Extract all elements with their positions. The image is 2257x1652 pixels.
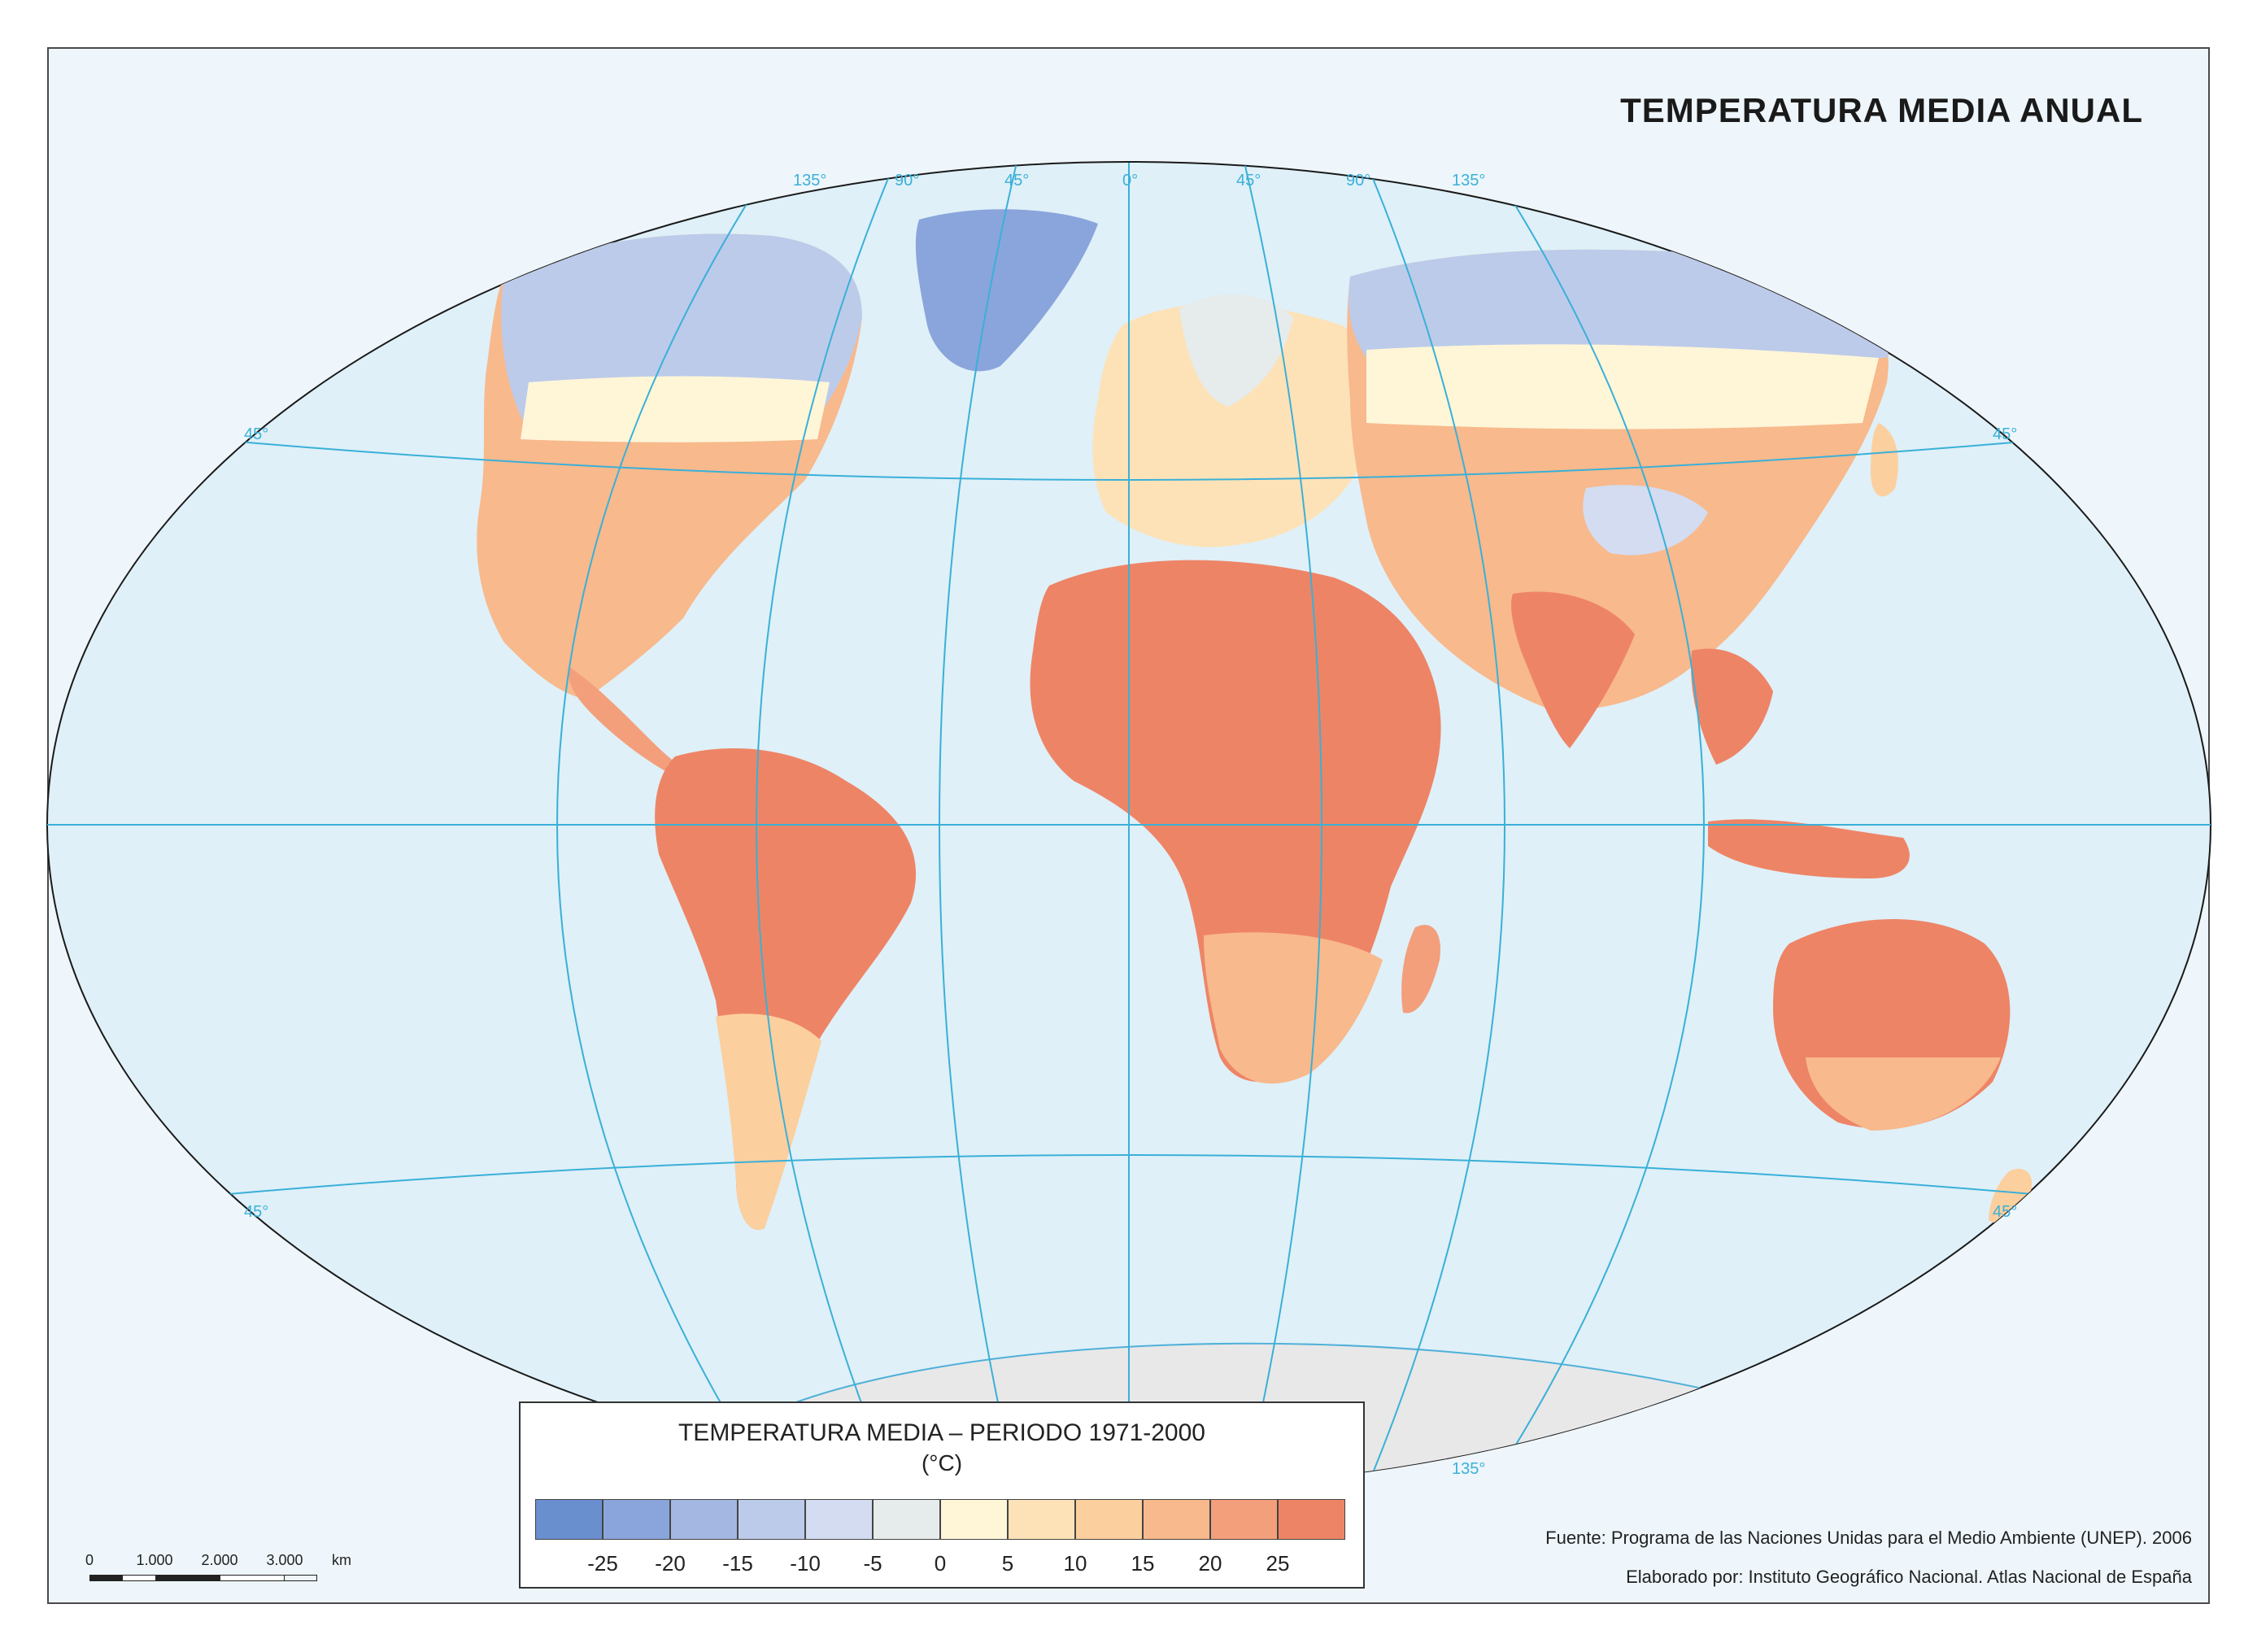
scale-label: 1.000 [136,1552,173,1568]
central-america [569,667,691,781]
scale-line [89,1575,317,1581]
scale-label: 0 [85,1552,94,1568]
lat-label: 45° [244,1203,268,1221]
lon-label-bottom: 135° [1452,1460,1485,1478]
legend-swatch [1210,1499,1278,1540]
legend-swatch [1278,1499,1345,1540]
continent-south-america [655,748,917,1230]
greenland [915,209,1098,372]
graticule-labels: 135° 90° 45° 0° 45° 90° 135° 45° 45° 45°… [244,172,2017,1478]
scale-label: 2.000 [201,1552,238,1568]
south-america-south [716,1013,821,1230]
map-title: TEMPERATURA MEDIA ANUAL [1620,91,2143,129]
temperature-legend: TEMPERATURA MEDIA – PERIODO 1971-2000 (°… [519,1401,1365,1589]
legend-unit: (°C) [921,1450,963,1475]
siberia-cold [1349,249,1889,358]
scandinavia [1179,294,1293,407]
legend-tick-label: -5 [863,1551,882,1576]
scale-unit: km [332,1552,351,1568]
legend-swatch [1075,1499,1143,1540]
indonesia [1708,819,1910,878]
lon-label: 135° [1452,172,1485,190]
legend-swatch [603,1499,670,1540]
legend-swatch [535,1499,603,1540]
legend-tick-label: -10 [790,1551,821,1576]
scale-label: 3.000 [266,1552,303,1568]
legend-tick-label: 5 [1001,1551,1014,1576]
japan [1871,423,1898,497]
australia-south [1806,1057,2001,1131]
lat-label: 45° [1993,425,2017,443]
legend-swatch [670,1499,738,1540]
legend-tick-label: 15 [1131,1551,1155,1576]
lon-label: 0° [1122,172,1138,190]
lon-label: 135° [793,172,826,190]
lon-label: 90° [1346,172,1370,190]
lon-label: 45° [1236,172,1261,190]
southeast-asia [1691,648,1773,765]
legend-tick-label: -15 [722,1551,753,1576]
legend-title: TEMPERATURA MEDIA – PERIODO 1971-2000 [678,1419,1205,1446]
legend-swatch [738,1499,805,1540]
lat-label: 45° [244,425,268,443]
legend-tick-label: 0 [934,1551,947,1576]
new-zealand [1989,1168,2033,1223]
africa-south [1204,932,1383,1084]
credit-note: Elaborado por: Instituto Geográfico Naci… [1626,1567,2192,1587]
legend-swatch [1008,1499,1075,1540]
india [1511,591,1635,748]
tibet-cold [1583,485,1708,556]
central-asia-mild [1366,344,1879,429]
legend-swatch [940,1499,1008,1540]
continent-europe [1092,303,1377,547]
legend-tick-label: 25 [1266,1551,1290,1576]
legend-tick-label: 10 [1063,1551,1087,1576]
source-note: Fuente: Programa de las Naciones Unidas … [1545,1528,2192,1548]
madagascar [1401,924,1440,1013]
legend-tick-label: -20 [655,1551,686,1576]
legend-swatch [1143,1499,1210,1540]
scale-bar: 0 1.000 2.000 3.000 km [85,1552,351,1584]
legend-swatch [873,1499,940,1540]
legend-swatch [805,1499,873,1540]
north-america-mild [521,376,830,442]
legend-tick-label: 20 [1198,1551,1222,1576]
lat-label: 45° [1993,1203,2017,1221]
lon-label: 45° [1004,172,1029,190]
lon-label: 90° [895,172,919,190]
legend-color-bar [535,1499,1345,1541]
graticule [47,162,2211,1488]
legend-tick-label: -25 [587,1551,618,1576]
